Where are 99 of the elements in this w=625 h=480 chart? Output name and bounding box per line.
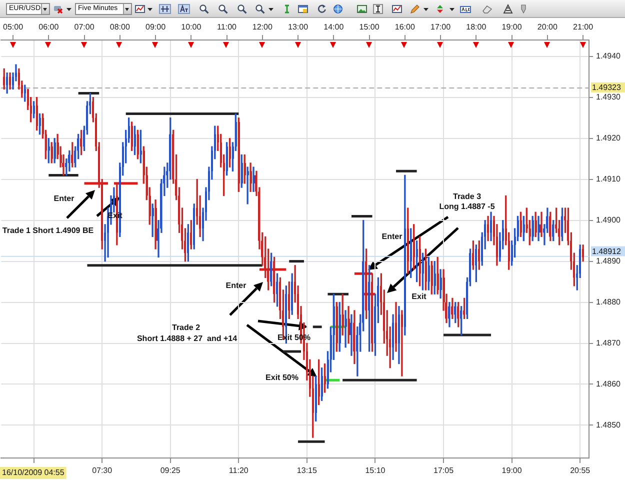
candlestick bbox=[487, 216, 489, 242]
x2-tick-label: 09:00 bbox=[146, 22, 166, 32]
x2-tick-label: 12:00 bbox=[252, 22, 273, 32]
candlestick bbox=[6, 72, 8, 94]
x2-tick-label: 14:00 bbox=[324, 22, 344, 32]
candlestick bbox=[9, 72, 11, 90]
candlestick bbox=[424, 248, 427, 290]
text: 16/10/2009 04:55 bbox=[2, 468, 65, 478]
candlestick bbox=[350, 314, 352, 356]
y-tick-label: 1.4900 bbox=[596, 216, 622, 225]
candlestick bbox=[413, 224, 415, 270]
ref-line-label: 1.49323 bbox=[592, 83, 622, 92]
y-tick-label: 1.4860 bbox=[596, 379, 622, 388]
annotation: Enter bbox=[226, 281, 246, 290]
x-tick-label: 11:20 bbox=[228, 466, 249, 476]
candlestick bbox=[130, 122, 133, 151]
candlestick bbox=[134, 126, 136, 156]
candlestick bbox=[24, 84, 26, 102]
annotation: Enter bbox=[54, 194, 74, 204]
candlestick bbox=[520, 212, 522, 238]
x2-tick-label: 16:00 bbox=[394, 22, 416, 32]
x2-tick-label: 11:00 bbox=[217, 22, 238, 32]
annotation: Exit 50% bbox=[266, 373, 298, 382]
candlestick bbox=[422, 252, 424, 290]
candlestick bbox=[490, 212, 492, 242]
candlestick bbox=[540, 212, 542, 238]
y-tick-label: 1.4870 bbox=[596, 338, 622, 348]
ref-line-label: 1.48912 bbox=[592, 246, 622, 256]
annotation: Exit bbox=[412, 292, 427, 302]
candlestick bbox=[318, 359, 320, 406]
y-tick-label: 1.4850 bbox=[596, 420, 622, 430]
x2-tick-label: 10:00 bbox=[181, 22, 202, 32]
candlestick bbox=[273, 256, 276, 303]
x-tick-label: 07:30 bbox=[92, 466, 113, 476]
x2-tick-label: 17:00 bbox=[430, 22, 452, 32]
x2-tick-label: 20:00 bbox=[537, 22, 558, 32]
candlestick bbox=[398, 306, 400, 364]
candlestick bbox=[276, 273, 278, 307]
candlestick bbox=[582, 244, 584, 262]
candlestick bbox=[252, 166, 255, 192]
candlestick bbox=[32, 101, 35, 118]
candlestick bbox=[152, 204, 154, 238]
x2-tick-label: 08:00 bbox=[110, 22, 130, 32]
candlestick bbox=[38, 113, 41, 135]
candlestick bbox=[315, 376, 317, 422]
candlestick bbox=[324, 363, 326, 393]
candlestick bbox=[478, 240, 480, 270]
candlestick bbox=[226, 142, 228, 176]
candlestick bbox=[116, 183, 118, 246]
candlestick bbox=[561, 208, 564, 242]
x2-tick-label: 18:00 bbox=[466, 22, 487, 32]
candlestick bbox=[270, 252, 272, 286]
annotation: Enter bbox=[382, 232, 402, 242]
x-tick-label: 15:10 bbox=[365, 466, 386, 476]
x-tick-label: 19:00 bbox=[502, 466, 522, 476]
candlestick bbox=[538, 216, 540, 242]
candlestick bbox=[418, 236, 421, 286]
candlestick bbox=[288, 281, 290, 319]
candlestick bbox=[190, 220, 192, 250]
y-tick-label: 1.4880 bbox=[596, 297, 622, 306]
candlestick bbox=[320, 368, 323, 401]
annotation: Long 1.4887 -5 bbox=[439, 202, 496, 212]
x2-tick-label: 21:00 bbox=[573, 22, 594, 32]
x2-tick-label: 07:00 bbox=[74, 22, 95, 32]
candlestick bbox=[401, 310, 403, 376]
candlestick bbox=[136, 130, 139, 160]
candlestick bbox=[80, 130, 82, 156]
y-tick-label: 1.4940 bbox=[596, 52, 622, 61]
annotation: Short 1.4888 + 27 and +14 bbox=[136, 334, 238, 344]
x2-tick-label: 13:00 bbox=[288, 22, 309, 32]
x-tick-label: 13:15 bbox=[296, 466, 318, 476]
x2-tick-label: 05:00 bbox=[2, 22, 24, 32]
candlestick bbox=[407, 208, 409, 274]
candlestick bbox=[344, 310, 347, 348]
candlestick bbox=[472, 240, 474, 270]
candlestick bbox=[36, 97, 38, 130]
candlestick bbox=[410, 228, 412, 278]
candlestick bbox=[463, 298, 466, 319]
x-tick-label: 20:55 bbox=[570, 466, 591, 476]
y-tick-label: 1.4890 bbox=[596, 256, 622, 266]
x2-tick-label: 15:00 bbox=[359, 22, 380, 32]
candlestick bbox=[416, 240, 418, 282]
candlestick bbox=[246, 166, 249, 204]
candlestick bbox=[368, 265, 370, 352]
candlestick bbox=[395, 302, 397, 352]
y-tick-label: 1.4910 bbox=[596, 174, 622, 184]
annotation: Trade 1 Short 1.4909 BE bbox=[2, 226, 94, 236]
candlestick bbox=[228, 138, 231, 168]
candlestick bbox=[342, 294, 344, 336]
x-tick-label: 09:25 bbox=[160, 466, 181, 476]
candlestick bbox=[392, 314, 394, 360]
annotation: Trade 3 bbox=[452, 192, 482, 202]
candlestick bbox=[3, 68, 5, 90]
y-tick-label: 1.4920 bbox=[596, 134, 622, 143]
x-tick-label: 17:05 bbox=[434, 466, 454, 476]
x2-tick-label: 06:00 bbox=[38, 22, 60, 32]
annotation: Trade 2 bbox=[172, 323, 201, 332]
y-tick-label: 1.4930 bbox=[596, 92, 622, 102]
x2-tick-label: 19:00 bbox=[502, 22, 522, 32]
